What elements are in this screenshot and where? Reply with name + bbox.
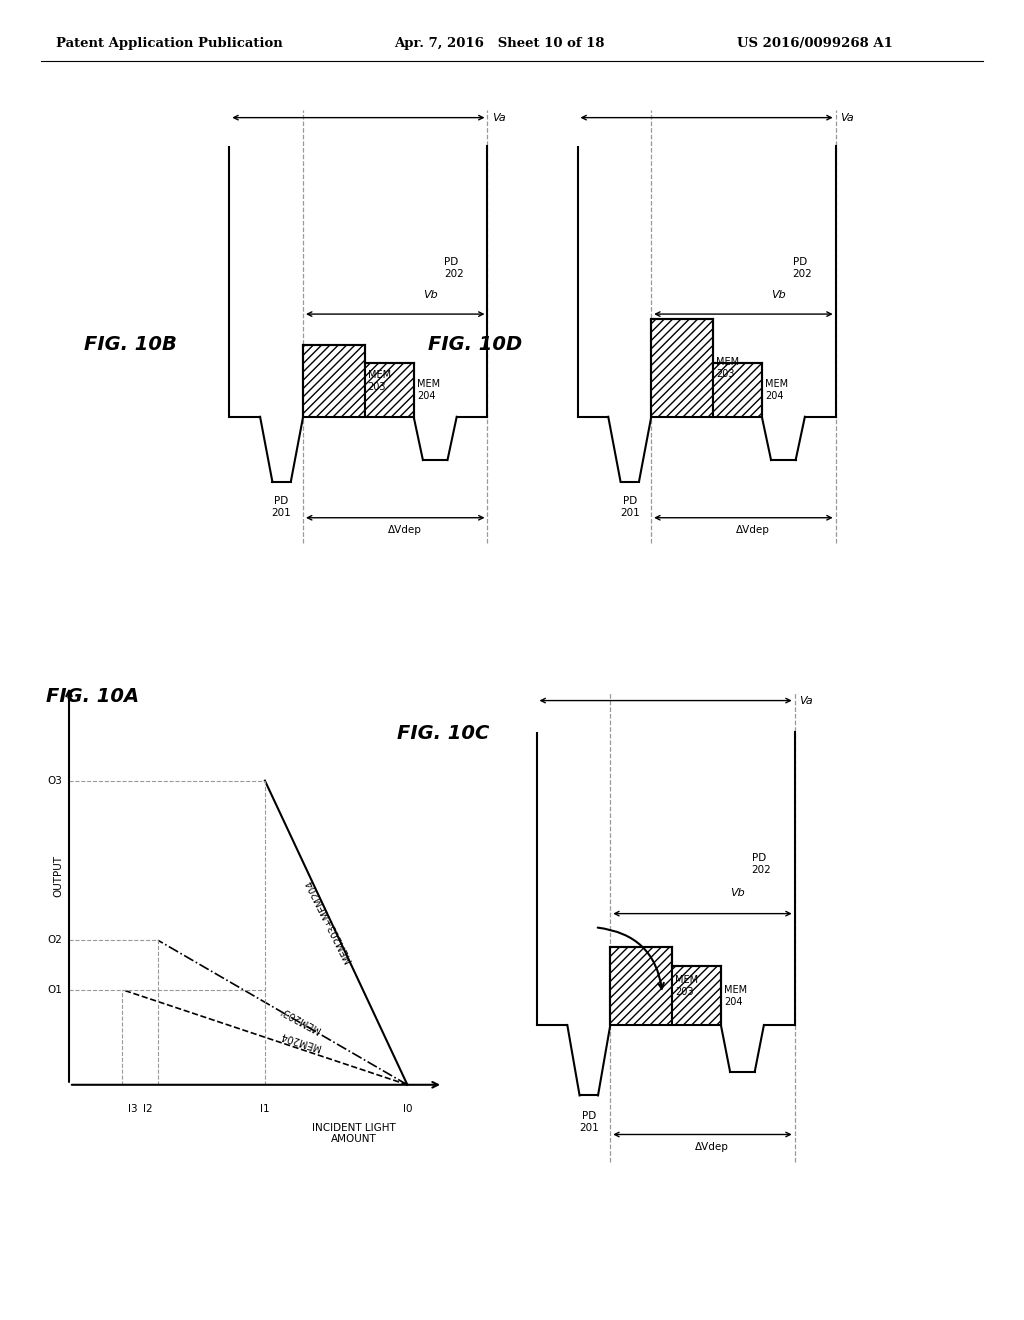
Text: Va: Va bbox=[492, 112, 506, 123]
Text: PD
201: PD 201 bbox=[620, 496, 640, 517]
Text: MEM204: MEM204 bbox=[280, 1030, 322, 1052]
Text: OUTPUT: OUTPUT bbox=[53, 854, 63, 896]
Text: MEM
203: MEM 203 bbox=[716, 358, 739, 379]
Text: ΔVdep: ΔVdep bbox=[387, 525, 422, 535]
Polygon shape bbox=[651, 319, 713, 417]
Text: PD
201: PD 201 bbox=[271, 496, 292, 517]
Text: MEM
203: MEM 203 bbox=[368, 370, 391, 392]
Text: Vb: Vb bbox=[730, 888, 744, 898]
Text: FIG. 10A: FIG. 10A bbox=[46, 688, 139, 706]
Text: Vb: Vb bbox=[771, 289, 785, 300]
Text: ΔVdep: ΔVdep bbox=[694, 1142, 729, 1152]
Text: O3: O3 bbox=[47, 776, 61, 785]
Text: ΔVdep: ΔVdep bbox=[735, 525, 770, 535]
Text: O1: O1 bbox=[47, 985, 61, 995]
Polygon shape bbox=[365, 363, 414, 417]
Text: I1: I1 bbox=[260, 1104, 269, 1114]
Text: FIG. 10D: FIG. 10D bbox=[428, 335, 522, 354]
Polygon shape bbox=[303, 345, 365, 417]
Text: Va: Va bbox=[840, 112, 854, 123]
Text: MEM
204: MEM 204 bbox=[765, 379, 788, 400]
Polygon shape bbox=[610, 946, 672, 1026]
Text: Apr. 7, 2016   Sheet 10 of 18: Apr. 7, 2016 Sheet 10 of 18 bbox=[394, 37, 605, 50]
Text: FIG. 10C: FIG. 10C bbox=[397, 725, 489, 743]
Text: I0: I0 bbox=[402, 1104, 412, 1114]
Text: O2: O2 bbox=[47, 936, 61, 945]
Text: PD
201: PD 201 bbox=[579, 1111, 599, 1133]
Text: MEM
203: MEM 203 bbox=[675, 975, 698, 997]
Text: US 2016/0099268 A1: US 2016/0099268 A1 bbox=[737, 37, 893, 50]
Text: MEM203': MEM203' bbox=[279, 1005, 323, 1034]
Text: MEM
204: MEM 204 bbox=[417, 379, 440, 400]
Text: MEM203+MEM204: MEM203+MEM204 bbox=[304, 876, 354, 964]
Text: Vb: Vb bbox=[423, 289, 437, 300]
Text: MEM
204: MEM 204 bbox=[724, 985, 748, 1007]
Text: Va: Va bbox=[799, 696, 813, 706]
Text: INCIDENT LIGHT
AMOUNT: INCIDENT LIGHT AMOUNT bbox=[312, 1123, 396, 1144]
Text: FIG. 10B: FIG. 10B bbox=[84, 335, 177, 354]
Text: PD
202: PD 202 bbox=[752, 853, 771, 875]
Text: I3: I3 bbox=[128, 1104, 138, 1114]
Text: I2: I2 bbox=[142, 1104, 153, 1114]
Text: PD
202: PD 202 bbox=[444, 257, 464, 279]
Text: PD
202: PD 202 bbox=[793, 257, 812, 279]
Polygon shape bbox=[713, 363, 762, 417]
Polygon shape bbox=[672, 966, 721, 1026]
Text: Patent Application Publication: Patent Application Publication bbox=[56, 37, 283, 50]
